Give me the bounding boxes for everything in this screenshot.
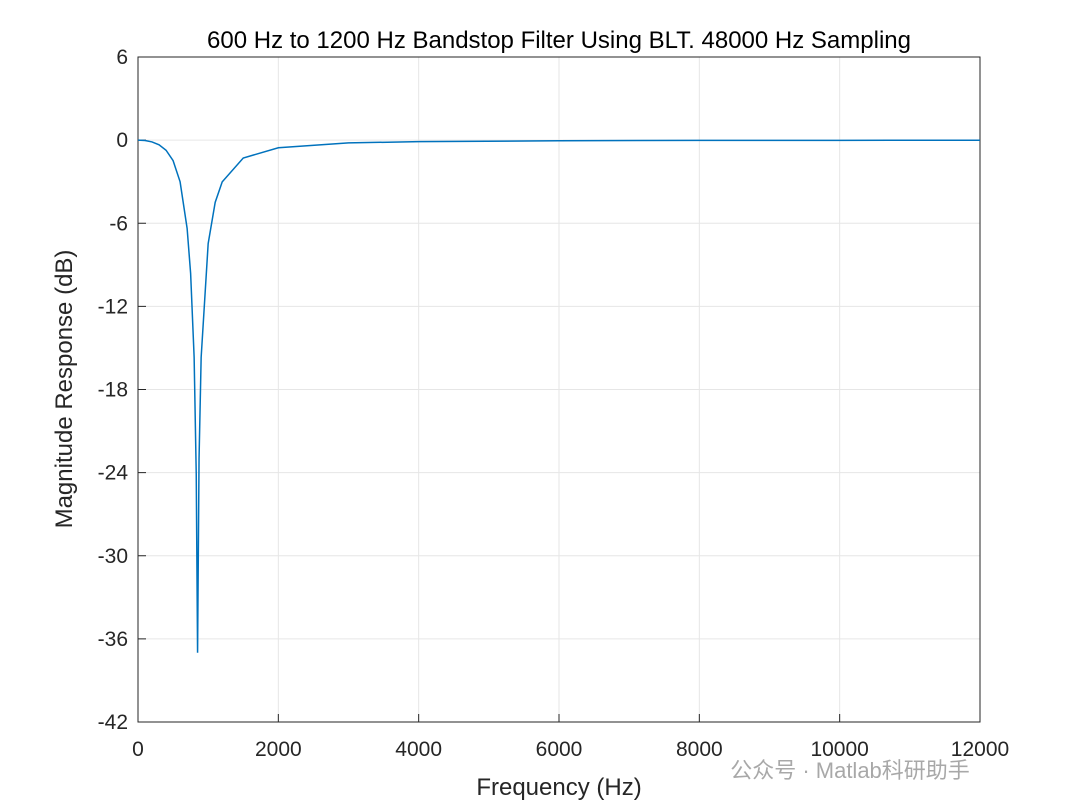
x-tick-label: 6000 <box>536 738 583 761</box>
y-tick-label: -30 <box>98 545 128 568</box>
y-tick-label: 0 <box>116 129 128 152</box>
chart-title: 600 Hz to 1200 Hz Bandstop Filter Using … <box>207 27 911 54</box>
y-tick-label: -36 <box>98 628 128 651</box>
x-axis-label: Frequency (Hz) <box>476 774 641 801</box>
y-tick-label: 6 <box>116 46 128 69</box>
y-tick-label: -42 <box>98 711 128 734</box>
x-tick-label: 12000 <box>951 738 1009 761</box>
y-axis-label: Magnitude Response (dB) <box>51 250 78 529</box>
y-tick-label: -12 <box>98 295 128 318</box>
x-tick-label: 2000 <box>255 738 302 761</box>
y-tick-label: -6 <box>109 212 128 235</box>
x-tick-label: 0 <box>132 738 144 761</box>
x-tick-label: 8000 <box>676 738 723 761</box>
line-series <box>137 139 981 653</box>
watermark: 公众号 · Matlab科研助手 <box>730 758 970 783</box>
x-tick-label: 4000 <box>395 738 442 761</box>
plot-frame <box>137 56 981 723</box>
y-tick-label: -24 <box>98 462 129 485</box>
x-tick-label: 10000 <box>810 738 868 761</box>
y-tick-label: -18 <box>98 379 128 402</box>
